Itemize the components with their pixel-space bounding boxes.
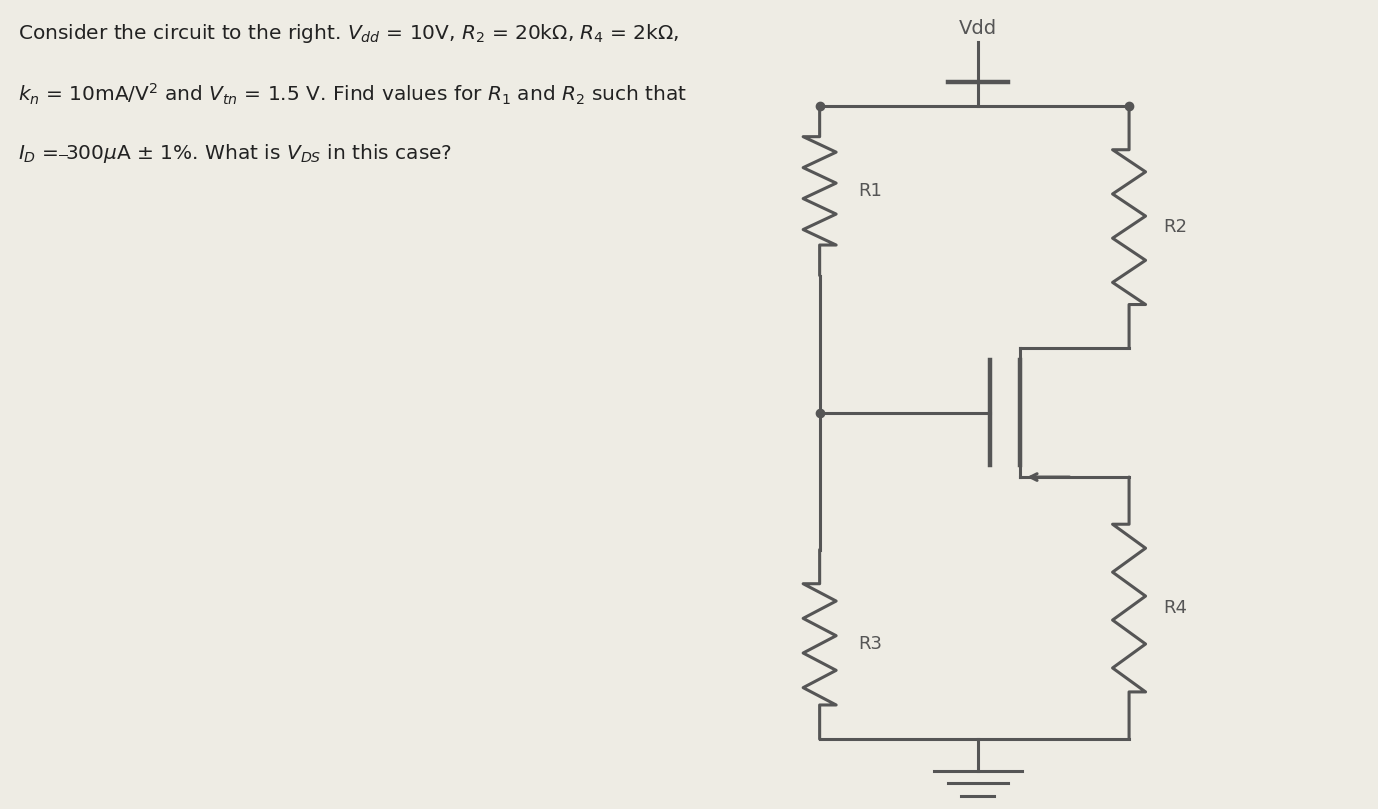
Text: $k_n$ = 10mA/V$^2$ and $V_{tn}$ = 1.5 V. Find values for $R_1$ and $R_2$ such th: $k_n$ = 10mA/V$^2$ and $V_{tn}$ = 1.5 V.… — [18, 82, 686, 108]
Text: R3: R3 — [858, 635, 882, 654]
Text: R1: R1 — [858, 182, 882, 200]
Text: $I_D$ =$\overline{\ }$300$\mu$A $\pm$ 1%. What is $V_{DS}$ in this case?: $I_D$ =$\overline{\ }$300$\mu$A $\pm$ 1%… — [18, 142, 452, 166]
Text: R2: R2 — [1163, 218, 1188, 236]
Text: R4: R4 — [1163, 599, 1188, 617]
Text: Vdd: Vdd — [959, 19, 996, 38]
Text: Consider the circuit to the right. $V_{dd}$ = 10V, $R_2$ = 20k$\Omega$, $R_4$ = : Consider the circuit to the right. $V_{d… — [18, 22, 679, 44]
